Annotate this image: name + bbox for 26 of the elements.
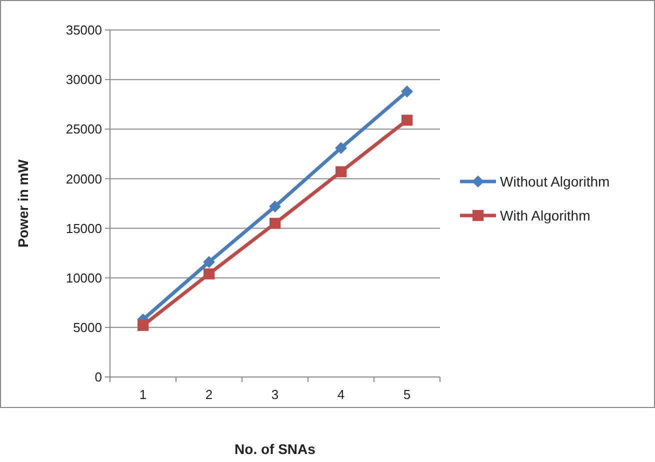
point: [204, 268, 214, 280]
point: [401, 85, 413, 98]
point: [138, 320, 148, 331]
y-tick-label: 15000: [66, 220, 102, 236]
legend-label: With Algorithm: [500, 207, 590, 224]
y-tick-label: 5000: [73, 320, 102, 335]
y-tick-label: 25000: [66, 122, 102, 137]
y-tick-label: 35000: [66, 22, 102, 38]
y-axis-title: Power in mW: [15, 158, 31, 248]
point: [269, 200, 281, 212]
point: [270, 218, 280, 229]
x-tick-label: 2: [205, 387, 213, 402]
point: [335, 142, 347, 154]
y-tick-label: 10000: [66, 270, 102, 286]
y-tick-label: 30000: [66, 72, 102, 88]
x-tick-label: 4: [337, 387, 345, 402]
x-tick-label: 5: [403, 387, 411, 402]
point: [203, 256, 215, 268]
legend-label: Without Algorithm: [500, 173, 610, 190]
x-tick-label: 3: [271, 387, 279, 402]
point: [402, 114, 412, 126]
point: [336, 166, 346, 178]
y-tick-label: 0: [94, 370, 102, 385]
y-tick-label: 20000: [66, 171, 102, 186]
x-axis-title: No. of SNAs: [234, 441, 316, 457]
x-tick-label: 1: [139, 387, 147, 402]
